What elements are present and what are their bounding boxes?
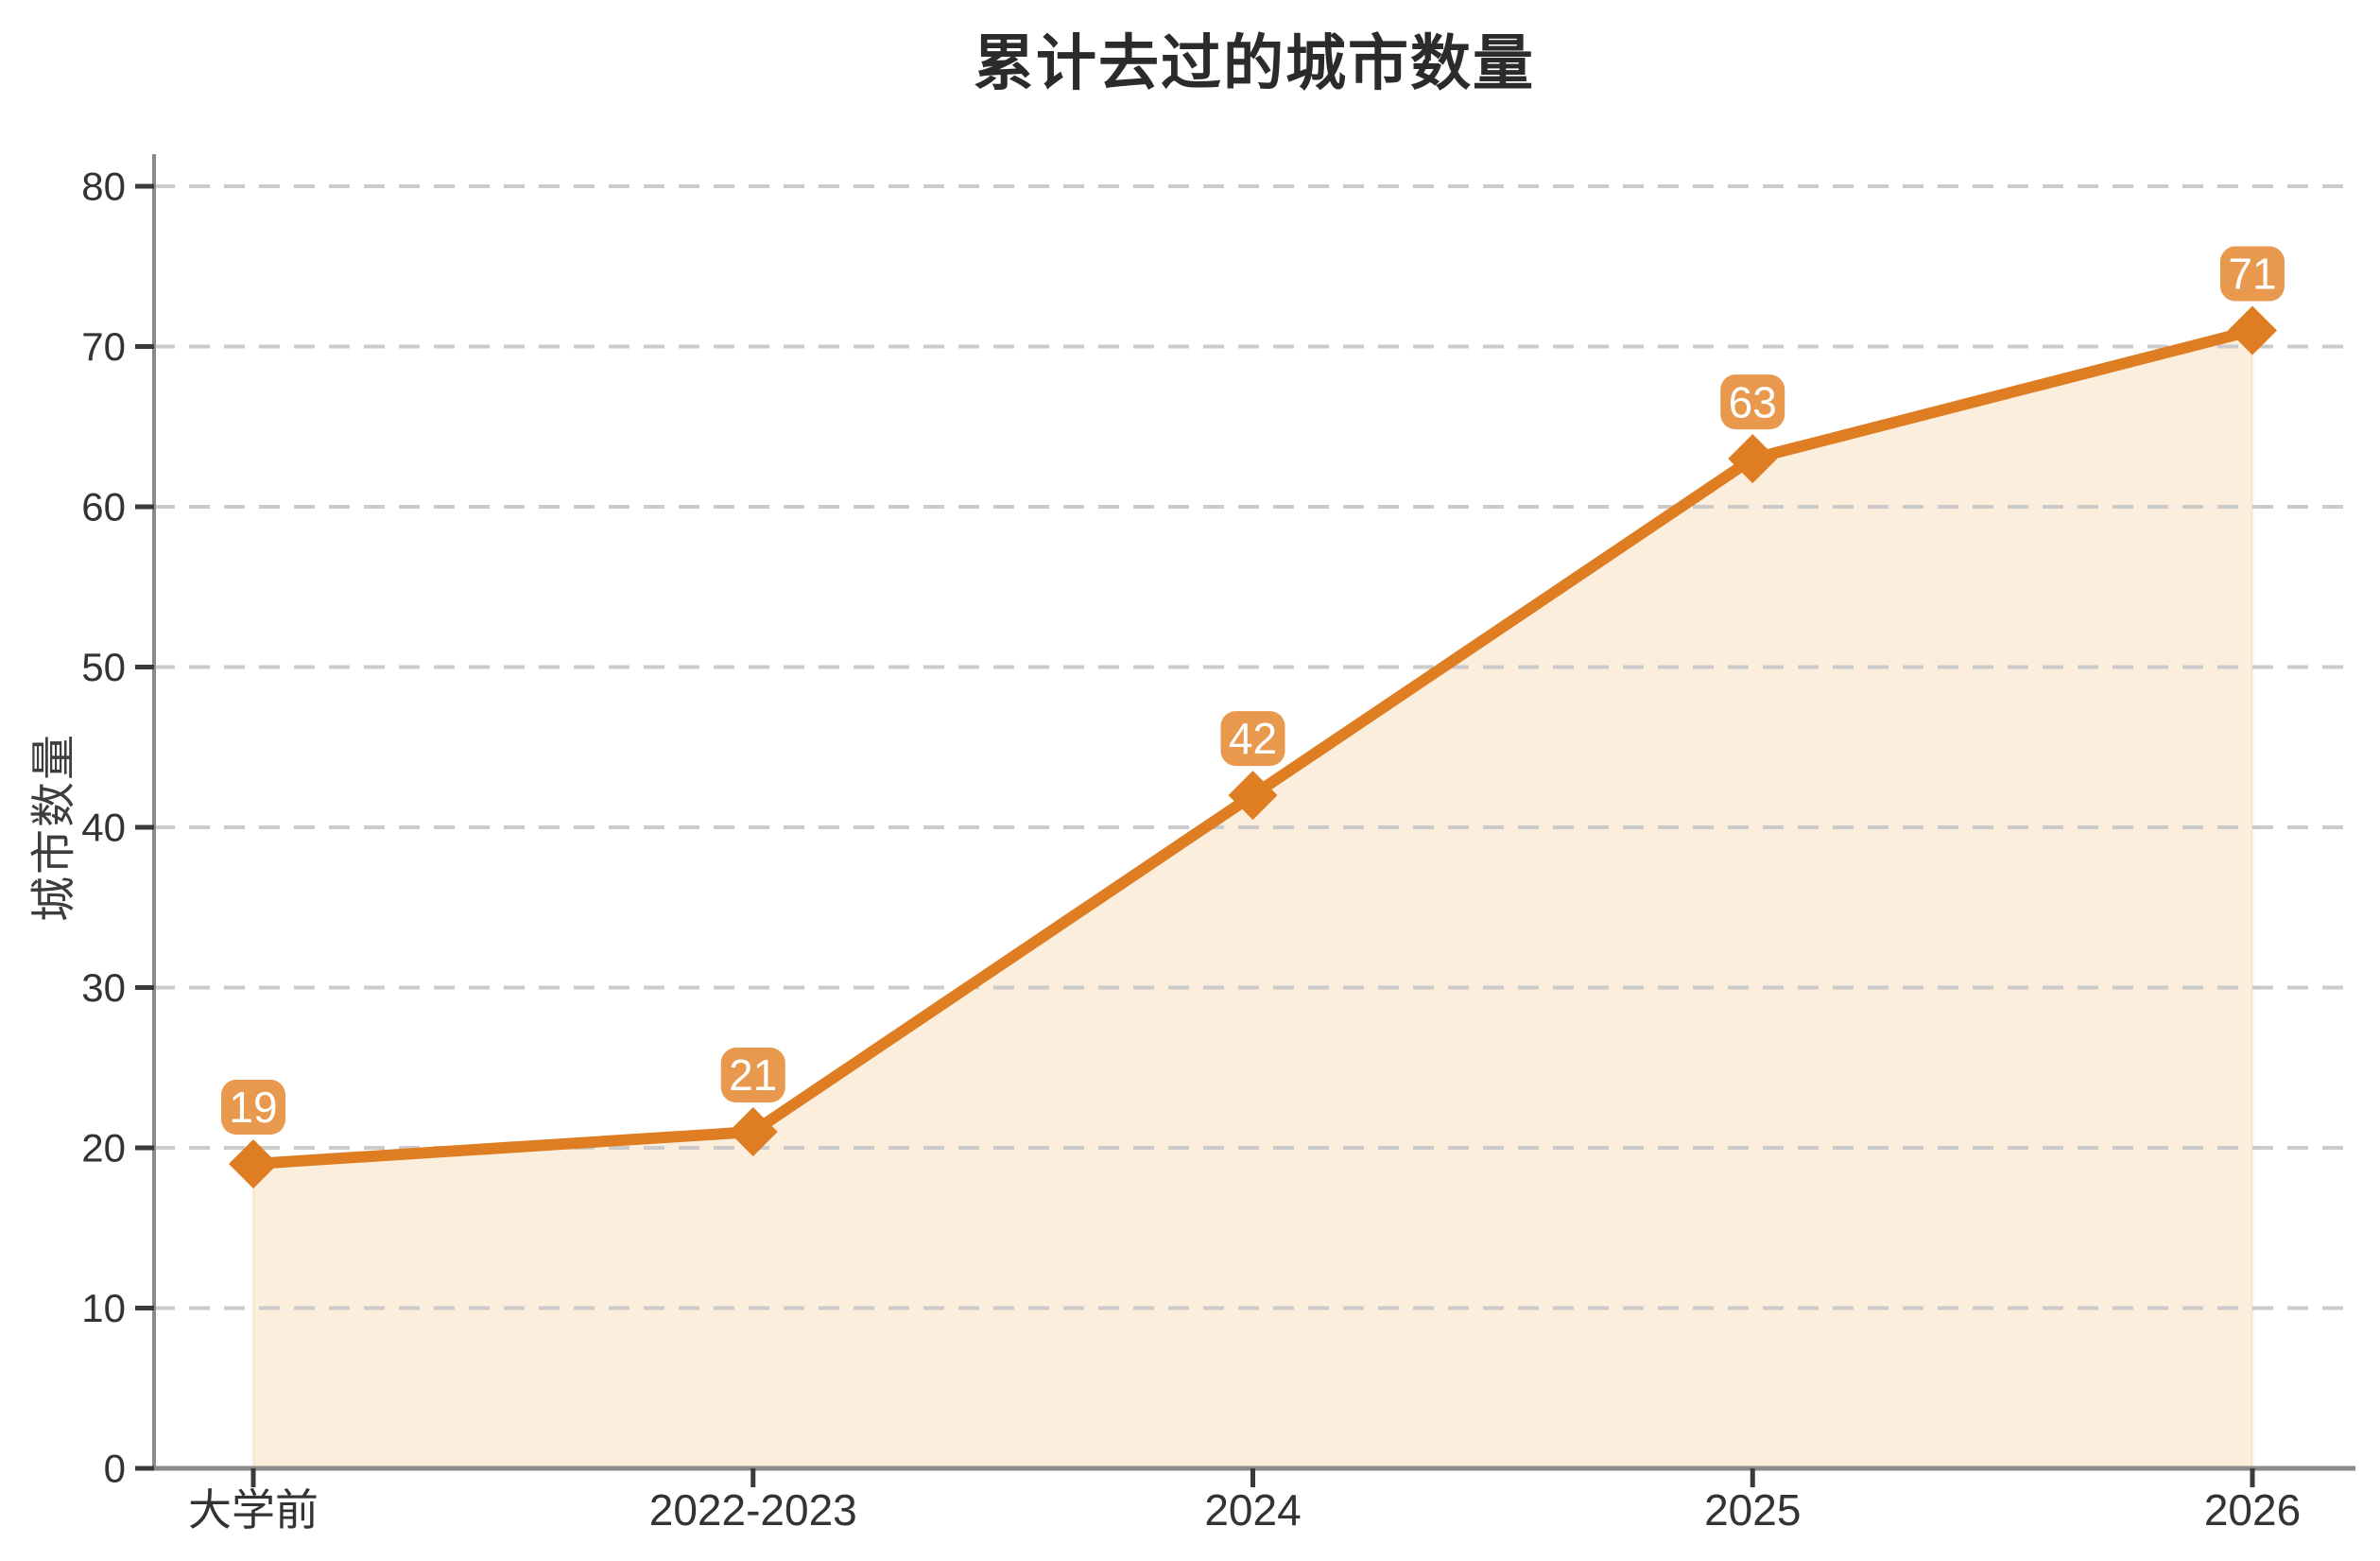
data-point-marker (728, 1107, 778, 1157)
y-tick-label: 70 (81, 324, 126, 369)
y-tick-label: 10 (81, 1286, 126, 1330)
y-tick-label: 0 (104, 1447, 126, 1491)
chart-title: 累计去过的城市数量 (974, 29, 1535, 97)
x-tick-label: 2022-2023 (649, 1485, 857, 1535)
data-point-marker (229, 1138, 278, 1188)
y-tick-label: 30 (81, 965, 126, 1010)
data-label-text: 71 (2228, 250, 2276, 299)
y-tick-label: 20 (81, 1126, 126, 1171)
y-tick-label: 40 (81, 806, 126, 850)
x-tick-label: 大学前 (188, 1485, 319, 1535)
data-label-badge (1720, 374, 1785, 430)
data-label-badge (720, 1048, 785, 1103)
y-tick-label: 80 (81, 165, 126, 209)
data-point-marker (1228, 771, 1278, 821)
data-label-text: 21 (729, 1050, 777, 1100)
x-tick-label: 2026 (2204, 1485, 2301, 1535)
y-tick-label: 60 (81, 485, 126, 529)
x-tick-label: 2024 (1204, 1485, 1301, 1535)
area-fill (251, 328, 2254, 1470)
data-label-text: 42 (1229, 714, 1277, 763)
data-label-text: 19 (229, 1083, 277, 1132)
y-tick-label: 50 (81, 645, 126, 689)
data-label-badge (2220, 246, 2285, 302)
data-label-text: 63 (1729, 377, 1777, 426)
data-point-marker (2228, 305, 2277, 356)
data-label-badge (1220, 711, 1285, 767)
data-label-badge (221, 1079, 285, 1135)
data-point-marker (1728, 434, 1778, 484)
x-tick-label: 2025 (1704, 1485, 1801, 1535)
